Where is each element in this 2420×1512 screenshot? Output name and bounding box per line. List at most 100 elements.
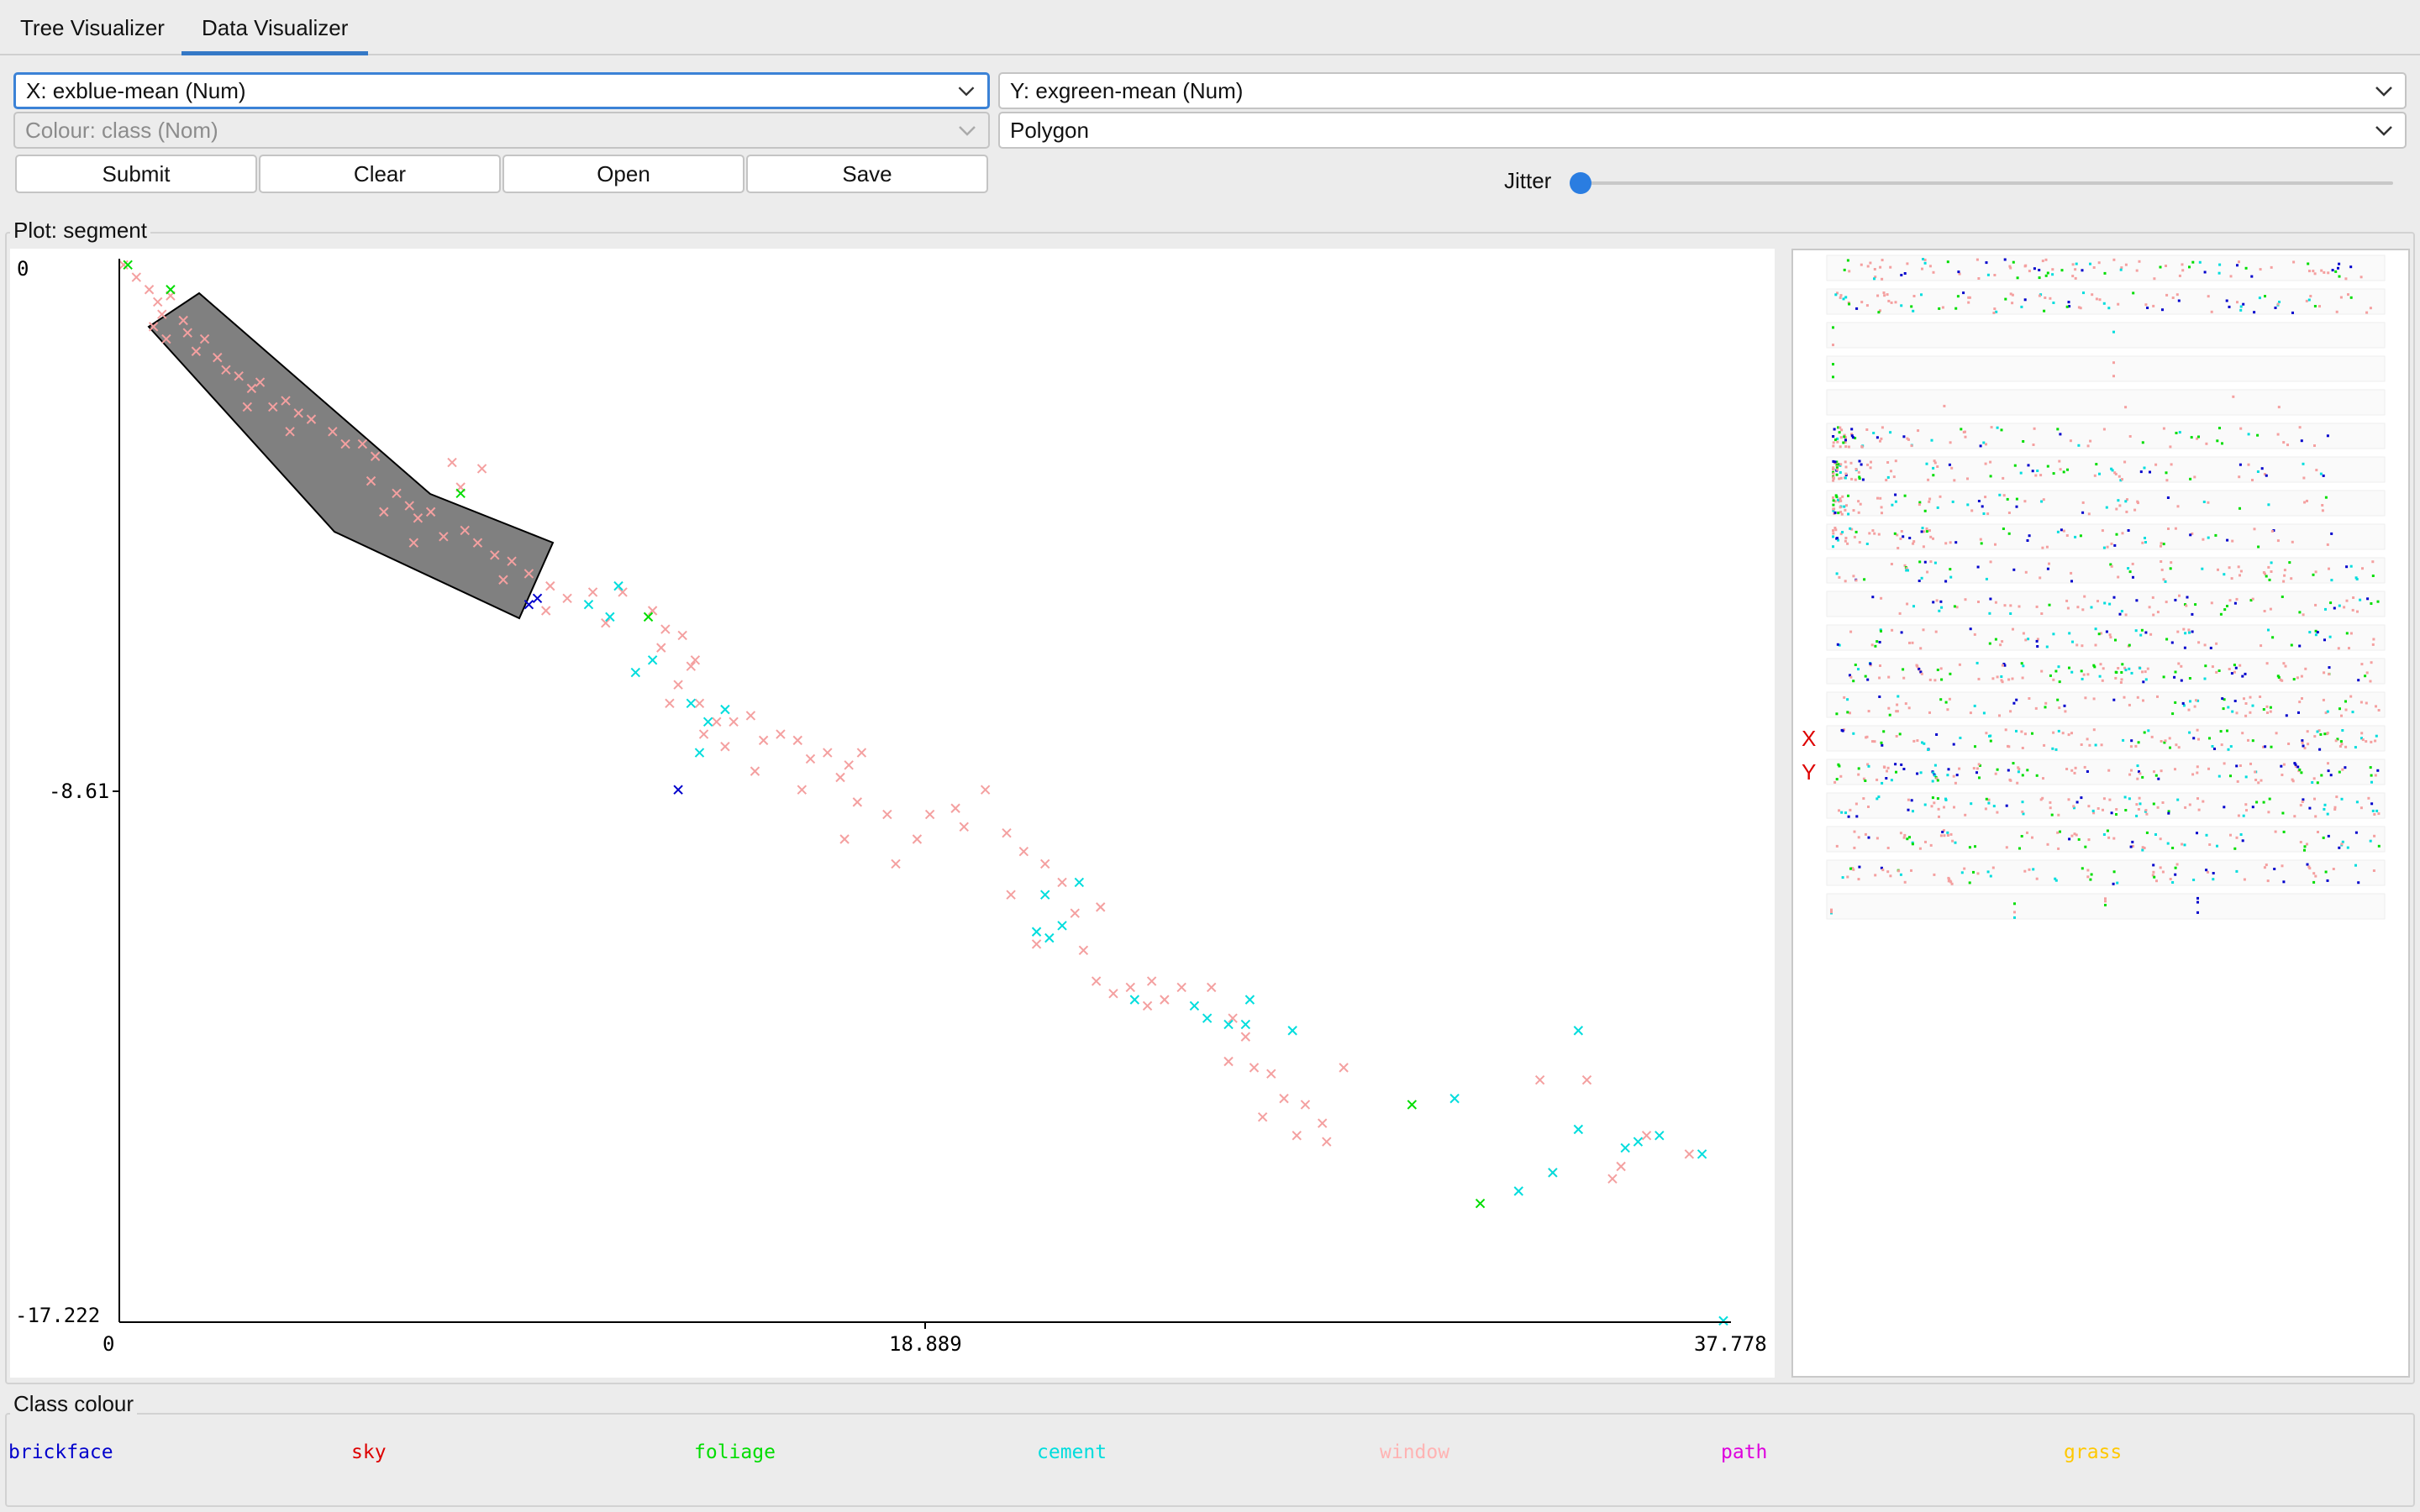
attribute-dot xyxy=(1832,475,1835,479)
attribute-dot xyxy=(2044,706,2047,709)
attribute-dot xyxy=(2068,632,2071,635)
attribute-bar[interactable] xyxy=(1826,355,2386,382)
submit-button[interactable]: Submit xyxy=(15,155,257,193)
attribute-dot xyxy=(1964,598,1967,601)
attribute-dot xyxy=(1844,539,1847,543)
attribute-dot xyxy=(1984,807,1987,811)
attribute-dot xyxy=(1994,543,1996,546)
attribute-bar[interactable] xyxy=(1826,658,2386,685)
legend-item-sky: sky xyxy=(351,1441,387,1463)
data-point-window xyxy=(131,272,142,282)
attribute-dot xyxy=(1832,466,1835,470)
attribute-dot xyxy=(2300,439,2303,443)
scatter-plot-canvas[interactable] xyxy=(10,249,1775,1378)
attribute-dot xyxy=(2191,260,2195,264)
attribute-dot xyxy=(1951,839,1954,843)
attribute-dot xyxy=(1839,511,1843,514)
attribute-dot xyxy=(2160,568,2164,571)
attribute-dot xyxy=(2087,805,2091,808)
attribute-dot xyxy=(1839,497,1842,501)
attribute-dot xyxy=(2330,579,2333,582)
attribute-dot xyxy=(1891,628,1894,632)
attribute-bar[interactable] xyxy=(1826,557,2386,584)
scatter-plot[interactable]: 0 -8.61 -17.222 0 18.889 37.778 xyxy=(10,249,1775,1378)
attribute-dot xyxy=(1985,732,1988,735)
data-point-window xyxy=(1581,1074,1592,1085)
attribute-dot xyxy=(1865,428,1869,431)
attribute-dot xyxy=(2357,679,2360,682)
attribute-dot xyxy=(2001,640,2004,643)
attribute-dot xyxy=(2235,711,2238,715)
data-point-window xyxy=(178,315,188,326)
attribute-dot xyxy=(1839,426,1842,429)
attribute-bar[interactable] xyxy=(1826,456,2386,483)
jitter-slider-track[interactable] xyxy=(1580,181,2393,185)
attribute-bars[interactable] xyxy=(1793,250,2408,1376)
attribute-bar[interactable] xyxy=(1826,288,2386,315)
attribute-bar[interactable] xyxy=(1826,490,2386,517)
attribute-dot xyxy=(2327,271,2330,275)
attribute-dot xyxy=(2044,274,2048,277)
attribute-dot xyxy=(1899,537,1902,540)
selection-polygon[interactable] xyxy=(147,291,555,620)
shape-select[interactable]: Polygon xyxy=(998,112,2407,149)
attribute-dot xyxy=(2086,875,2090,879)
attribute-dot xyxy=(2301,697,2303,700)
attribute-dot xyxy=(2094,643,2097,647)
attribute-dot xyxy=(1922,628,1925,632)
attribute-dot xyxy=(1846,259,1849,262)
attribute-dot xyxy=(2123,460,2127,464)
x-axis-select[interactable]: X: exblue-mean (Num) xyxy=(13,72,990,109)
open-button[interactable]: Open xyxy=(502,155,744,193)
chevron-down-icon xyxy=(2375,126,2392,136)
attribute-dot xyxy=(2033,427,2036,430)
attribute-bar[interactable] xyxy=(1826,792,2386,819)
attribute-dot xyxy=(2007,512,2011,514)
attribute-dot xyxy=(2187,708,2191,711)
attribute-dot xyxy=(1954,841,1957,844)
attribute-dot xyxy=(2340,743,2344,746)
attribute-dot xyxy=(2017,766,2020,769)
attribute-dot xyxy=(2171,881,2175,884)
attribute-bar[interactable] xyxy=(1826,725,2386,752)
attribute-panel[interactable]: X Y xyxy=(1791,249,2410,1378)
attribute-dot xyxy=(2275,732,2278,735)
jitter-slider-thumb[interactable] xyxy=(1570,172,1591,194)
y-axis-select[interactable]: Y: exgreen-mean (Num) xyxy=(998,72,2407,109)
tab-tree-visualizer[interactable]: Tree Visualizer xyxy=(20,15,165,40)
attribute-bar[interactable] xyxy=(1826,859,2386,886)
attribute-bar[interactable] xyxy=(1826,255,2386,281)
attribute-dot xyxy=(2051,747,2054,750)
clear-button[interactable]: Clear xyxy=(259,155,501,193)
attribute-dot xyxy=(2077,444,2081,447)
attribute-dot xyxy=(1948,878,1951,881)
attribute-bar[interactable] xyxy=(1826,826,2386,853)
attribute-bar[interactable] xyxy=(1826,691,2386,718)
data-point-window xyxy=(1146,976,1157,986)
attribute-dot xyxy=(2154,774,2158,777)
data-point-window xyxy=(1266,1068,1276,1079)
attribute-bar[interactable] xyxy=(1826,389,2386,416)
attribute-dot xyxy=(2312,880,2316,884)
attribute-dot xyxy=(2189,477,2192,480)
attribute-bar[interactable] xyxy=(1826,423,2386,449)
attribute-dot xyxy=(2346,846,2349,849)
attribute-dot xyxy=(2126,498,2128,501)
attribute-bar[interactable] xyxy=(1826,523,2386,550)
attribute-dot xyxy=(1867,836,1870,839)
attribute-dot xyxy=(2284,664,2287,668)
attribute-dot xyxy=(2230,672,2233,675)
attribute-dot xyxy=(2071,275,2075,278)
attribute-bar[interactable] xyxy=(1826,322,2386,349)
attribute-dot xyxy=(2028,534,2031,538)
attribute-dot xyxy=(2293,762,2296,765)
attribute-dot xyxy=(2234,666,2238,669)
attribute-dot xyxy=(2100,632,2102,635)
attribute-dot xyxy=(2291,778,2294,781)
save-button[interactable]: Save xyxy=(746,155,988,193)
tab-data-visualizer[interactable]: Data Visualizer xyxy=(182,0,369,55)
attribute-dot xyxy=(1852,732,1855,735)
attribute-dot xyxy=(2196,911,2199,914)
attribute-bar[interactable] xyxy=(1826,624,2386,651)
attribute-dot xyxy=(1847,494,1849,497)
